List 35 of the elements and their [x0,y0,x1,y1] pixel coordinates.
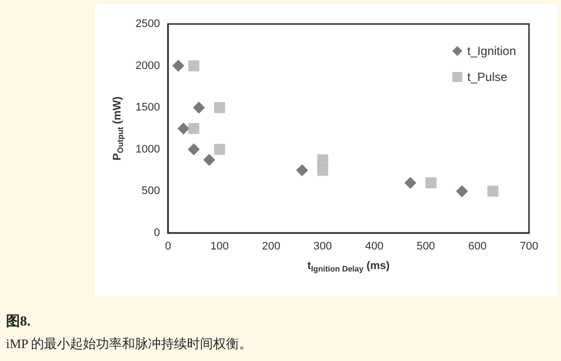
point [188,60,200,72]
point [188,123,200,134]
point [404,176,416,189]
point [188,143,200,156]
point [214,144,226,155]
x-tick-label: 500 [416,240,436,252]
point [214,102,226,114]
x-tick-label: 0 [164,240,172,252]
x-tick-label: 200 [262,240,280,252]
text: iMP 的最小起始功率和脉冲持续时间权衡。 [6,336,252,351]
x-tick-label: 600 [468,240,487,252]
legend-label: t_Pulse [467,70,508,84]
x-tick-label: 400 [365,240,384,252]
y-tick-label: 0 [154,227,160,239]
point [296,164,308,176]
point [487,186,498,197]
point [203,154,216,166]
y-tick-label: 1000 [136,143,160,156]
point [426,177,437,188]
legend-label: t_Ignition [467,44,516,58]
point [317,164,328,176]
x-tick-label: 700 [520,240,538,252]
y-tick-label: 500 [142,185,160,198]
x-tick-label: 300 [314,240,332,252]
caption: 图8. [6,314,30,330]
point [177,122,190,134]
y-tick-label: 2500 [136,18,160,30]
y-tick-label: 1500 [136,102,160,114]
point [192,102,205,114]
x-tick-label: 100 [210,240,229,252]
point [456,185,468,198]
point [317,154,328,166]
point [172,60,184,72]
y-tick-label: 2000 [136,60,160,72]
y-axis-title: POutput (mW) [112,96,126,161]
